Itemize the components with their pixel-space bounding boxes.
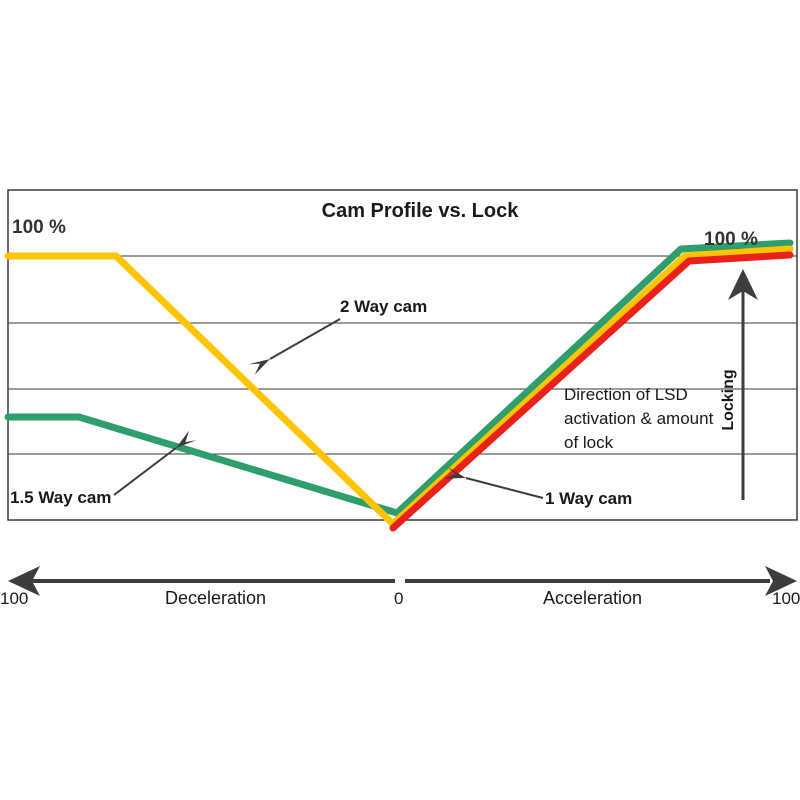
svg-text:Deceleration: Deceleration	[165, 588, 266, 608]
svg-text:1 Way cam: 1 Way cam	[545, 489, 632, 508]
svg-text:of lock: of lock	[564, 433, 614, 452]
svg-text:Cam Profile vs. Lock: Cam Profile vs. Lock	[322, 200, 520, 222]
svg-text:0: 0	[394, 589, 403, 608]
svg-text:100 %: 100 %	[12, 217, 66, 238]
svg-text:Locking: Locking	[720, 369, 737, 430]
svg-text:Direction of LSD: Direction of LSD	[564, 385, 688, 404]
svg-text:2 Way cam: 2 Way cam	[340, 297, 427, 316]
svg-text:activation & amount: activation & amount	[564, 409, 714, 428]
svg-text:1.5 Way cam: 1.5 Way cam	[10, 488, 111, 507]
svg-text:100: 100	[0, 589, 28, 608]
svg-text:100 %: 100 %	[704, 229, 758, 250]
svg-text:Acceleration: Acceleration	[543, 588, 642, 608]
svg-text:100: 100	[772, 589, 800, 608]
